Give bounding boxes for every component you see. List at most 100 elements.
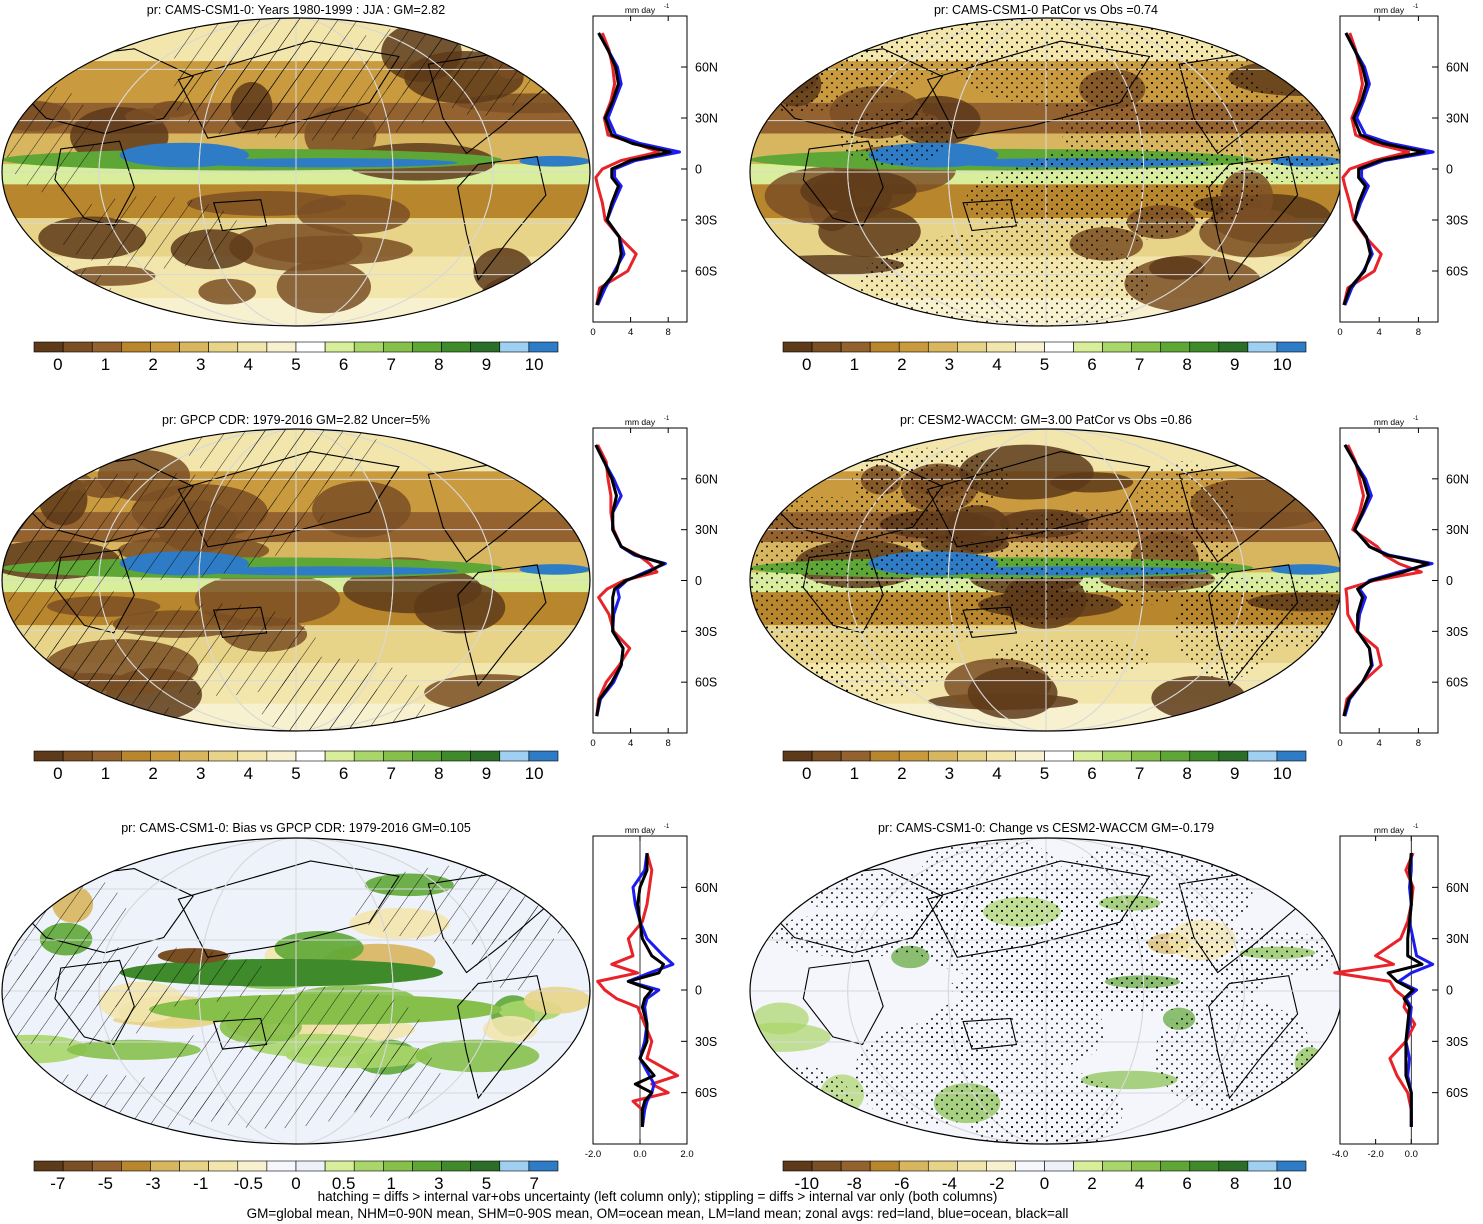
colorbar-swatch [208, 1160, 239, 1172]
colorbar-swatch [782, 1160, 813, 1172]
panel-title: pr: CAMS-CSM1-0: Change vs CESM2-WACCM G… [878, 821, 1214, 835]
x-tick-label: 4 [628, 327, 633, 338]
colorbar-label: 9 [1230, 355, 1239, 374]
lat-tick-label: 30N [695, 523, 718, 537]
colorbar-swatch [1102, 341, 1132, 353]
colorbar-swatch [412, 750, 442, 762]
x-tick-label: 8 [1416, 738, 1421, 749]
colorbar-swatch [121, 1160, 151, 1172]
lat-tick-label: 30S [1446, 625, 1468, 639]
units-label: mm day [1374, 825, 1405, 835]
colorbar-swatch [898, 1160, 929, 1172]
colorbar-label: 0 [802, 355, 811, 374]
series-land [594, 32, 661, 306]
colorbar-swatch [869, 750, 900, 762]
series-ocean [596, 32, 681, 306]
colorbar-swatch [412, 1160, 442, 1172]
series-all [595, 32, 672, 306]
stippling-region [906, 883, 1138, 981]
lat-tick-label: 60S [695, 1086, 717, 1100]
colorbar-swatch [1160, 750, 1191, 762]
colorbar-swatch [1015, 1160, 1045, 1172]
stippling-region [965, 157, 1226, 244]
x-tick-label: 0 [590, 327, 595, 338]
colorbar-label: 4 [244, 355, 253, 374]
colorbar-swatch [1189, 1160, 1220, 1172]
colorbar-swatch [121, 341, 151, 353]
colorbar-swatch [811, 1160, 842, 1172]
colorbar-swatch [1189, 341, 1220, 353]
colorbar-swatch [353, 1160, 384, 1172]
lat-tick-label: 0 [695, 574, 702, 588]
colorbar-label: 3 [196, 764, 205, 783]
itcz-core [193, 158, 458, 168]
coastline [802, 959, 884, 1046]
colorbar-swatch [840, 341, 871, 353]
lat-tick-label: 0 [1446, 984, 1453, 998]
profile-frame [592, 15, 688, 323]
colorbar-label: 2 [1087, 1174, 1096, 1193]
series-all [1342, 444, 1430, 717]
dry-region [276, 260, 372, 314]
colorbar-swatch [811, 341, 842, 353]
colorbar-label: 6 [339, 764, 348, 783]
hatching-region [4, 86, 95, 194]
lat-tick-label: 60S [1446, 265, 1468, 279]
colorbar-label: 1 [850, 355, 859, 374]
colorbar-label: 5 [1040, 764, 1049, 783]
colorbar-swatch [1015, 341, 1045, 353]
dry-region [967, 667, 1058, 719]
x-tick-label: 0 [1337, 738, 1342, 749]
colorbar-label: 10 [1273, 1174, 1292, 1193]
lat-tick-label: 60N [695, 881, 718, 895]
map-outline [1, 837, 591, 1145]
colorbar-swatch [266, 341, 297, 353]
colorbar-swatch [869, 341, 900, 353]
colorbar-label: 9 [1230, 764, 1239, 783]
series-land [1341, 32, 1411, 306]
colorbar-label: 0 [53, 355, 62, 374]
colorbar-swatch [383, 1160, 413, 1172]
anomaly-region [415, 1039, 540, 1073]
colorbar-swatch [179, 341, 209, 353]
series-all [594, 444, 665, 717]
footnote-line-1: hatching = diffs > internal var+obs unce… [317, 1189, 998, 1204]
units-label: mm day [1374, 417, 1405, 427]
colorbar-label: 9 [482, 764, 491, 783]
colorbar-label: -7 [50, 1174, 65, 1193]
stippling-region [750, 535, 895, 633]
colorbar-swatch [324, 341, 355, 353]
colorbar-swatch [179, 1160, 209, 1172]
colorbar-3: 0 1 2 3 4 5 6 7 8 9 10 [33, 750, 559, 783]
colorbar-label: 1 [850, 764, 859, 783]
colorbar-swatch [237, 341, 268, 353]
dry-region [198, 278, 256, 305]
colorbar-swatch [1102, 1160, 1132, 1172]
colorbar-swatch [441, 341, 471, 353]
colorbar-swatch [208, 750, 239, 762]
colorbar-swatch [1160, 341, 1191, 353]
colorbar-swatch [353, 750, 384, 762]
hatching-region [115, 603, 320, 696]
lat-tick-label: 30S [695, 1035, 717, 1049]
colorbar-label: 6 [1182, 1174, 1191, 1193]
colorbar-swatch [150, 1160, 180, 1172]
units-exponent: -1 [1413, 824, 1419, 830]
x-tick-label: -4.0 [1332, 1149, 1348, 1160]
series-land [1342, 444, 1423, 717]
stippling-region [859, 231, 1149, 326]
colorbar-swatch [91, 341, 122, 353]
profile-frame [1339, 15, 1439, 323]
panel-title: pr: CESM2-WACCM: GM=3.00 PatCor vs Obs =… [900, 413, 1192, 427]
colorbar-swatch [1073, 750, 1103, 762]
stippling-region [750, 614, 954, 704]
lat-tick-label: 30N [1446, 523, 1469, 537]
x-tick-label: -2.0 [585, 1149, 601, 1160]
colorbar-swatch [782, 341, 813, 353]
stippling-region [1154, 998, 1315, 1114]
colorbar-label: 7 [529, 1174, 538, 1193]
colorbar-label: 3 [945, 355, 954, 374]
units-exponent: -1 [664, 4, 670, 10]
itcz-core [193, 566, 458, 576]
colorbar-swatch [441, 1160, 471, 1172]
